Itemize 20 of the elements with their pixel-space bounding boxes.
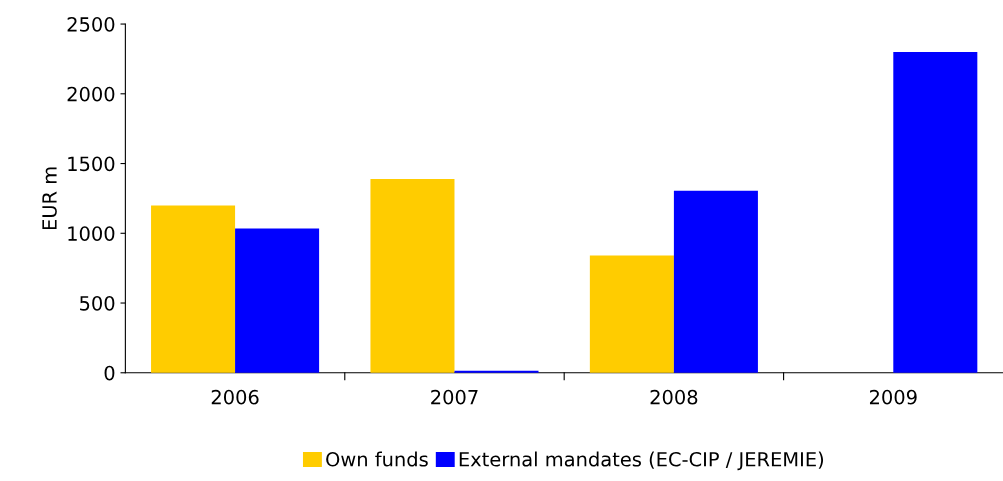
x-tick-label: 2007 xyxy=(431,389,478,405)
bar xyxy=(151,205,236,373)
bar xyxy=(589,255,674,373)
bar xyxy=(370,178,455,373)
y-tick-label: 0 xyxy=(104,365,115,381)
x-tick-label: 2009 xyxy=(869,389,917,405)
y-tick-label: 1500 xyxy=(68,156,115,172)
y-tick-label: 500 xyxy=(80,295,115,311)
bar xyxy=(893,51,978,373)
legend-label: External mandates (EC-CIP / JEREMIE) xyxy=(459,451,824,471)
x-tick-label: 2008 xyxy=(650,389,698,405)
legend-label: Own funds xyxy=(326,451,428,467)
bar xyxy=(235,228,320,373)
y-tick-label: 2000 xyxy=(67,86,115,102)
bar xyxy=(454,370,539,373)
bar xyxy=(673,190,758,373)
y-axis-title: EUR m xyxy=(42,167,57,230)
y-tick-label: 2500 xyxy=(67,17,115,32)
x-tick-label: 2006 xyxy=(211,389,259,405)
y-tick-label: 1000 xyxy=(68,226,115,241)
